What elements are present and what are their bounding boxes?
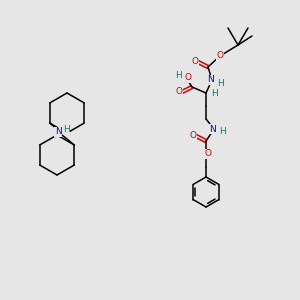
Text: H: H (176, 70, 182, 80)
Text: N: N (207, 76, 213, 85)
Text: H: H (63, 124, 69, 134)
Text: O: O (205, 149, 212, 158)
Text: H: H (212, 88, 218, 98)
Text: O: O (191, 58, 199, 67)
Text: H: H (217, 79, 224, 88)
Text: O: O (190, 131, 196, 140)
Text: H: H (219, 128, 225, 136)
Text: O: O (184, 74, 191, 82)
Text: N: N (55, 128, 62, 136)
Text: N: N (210, 124, 216, 134)
Text: O: O (217, 52, 224, 61)
Text: O: O (176, 88, 182, 97)
